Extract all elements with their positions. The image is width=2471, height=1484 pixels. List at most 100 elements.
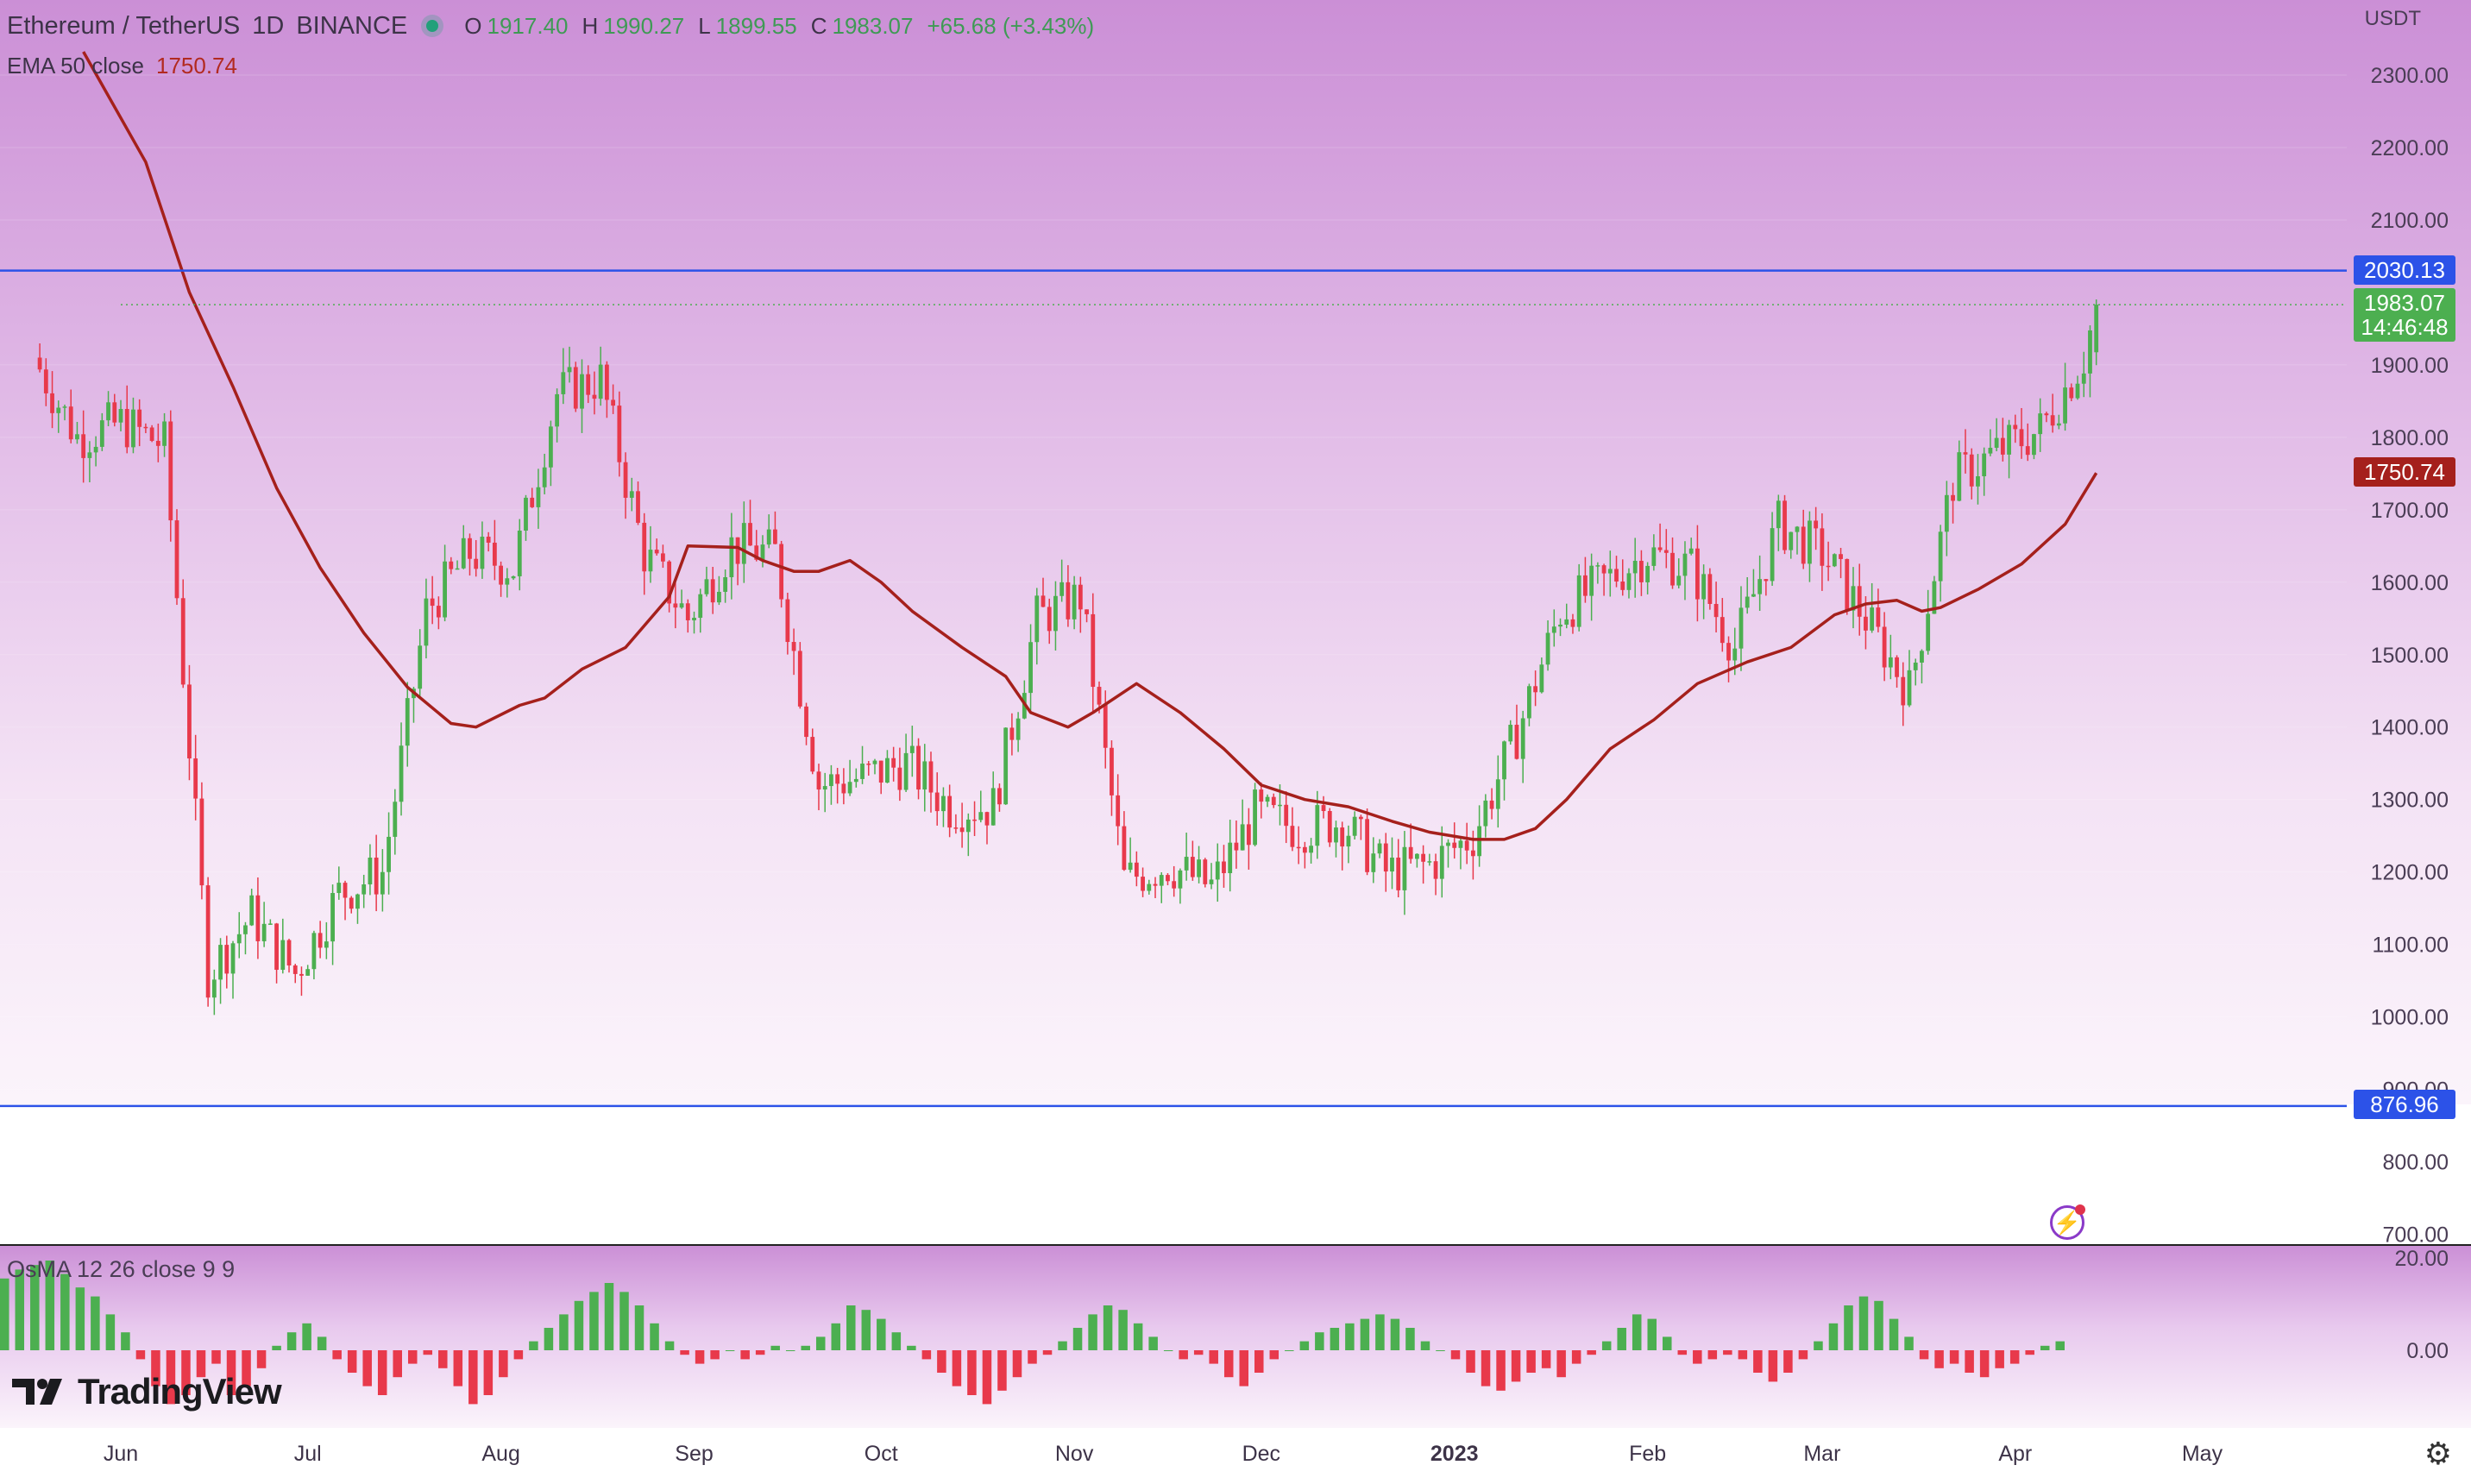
- osma-bar: [393, 1350, 402, 1378]
- candle-body: [143, 426, 148, 429]
- candle-body: [1820, 528, 1825, 566]
- lightning-icon[interactable]: ⚡: [2050, 1204, 2085, 1240]
- ema-value: 1750.74: [155, 52, 237, 79]
- candle-body: [299, 973, 304, 976]
- candle-body: [1159, 875, 1164, 886]
- candle-body: [573, 367, 578, 409]
- candle-body: [965, 819, 971, 833]
- candle: [2050, 393, 2055, 433]
- candle-body: [536, 487, 541, 507]
- ema-legend[interactable]: EMA 50 close 1750.74: [7, 48, 237, 83]
- candle-body: [443, 561, 447, 618]
- osma-bar: [529, 1341, 538, 1350]
- osma-bar: [831, 1323, 841, 1350]
- candle-body: [2007, 424, 2011, 455]
- candle: [1172, 865, 1177, 897]
- candle-body: [978, 812, 984, 821]
- candle: [418, 629, 423, 699]
- candle: [318, 921, 323, 959]
- candle-body: [1414, 853, 1419, 859]
- candle: [1789, 531, 1794, 559]
- candle: [723, 569, 728, 603]
- candle: [1601, 563, 1606, 596]
- osma-bar: [1450, 1350, 1461, 1360]
- candle-body: [2000, 437, 2005, 455]
- candle: [1159, 872, 1164, 903]
- candle-body: [1502, 741, 1506, 780]
- candle-body: [243, 925, 248, 934]
- candle: [480, 521, 485, 579]
- candle-body: [461, 538, 466, 569]
- candle-body: [1340, 827, 1345, 847]
- candle-body: [1271, 796, 1276, 806]
- ema-50-line: [82, 51, 2098, 841]
- candle-body: [922, 761, 927, 790]
- osma-bar: [151, 1350, 160, 1387]
- settings-gear-icon[interactable]: ⚙: [2424, 1436, 2452, 1471]
- candle-body: [1452, 842, 1457, 848]
- support-level-tag[interactable]: 876.96: [2354, 1090, 2455, 1119]
- candle: [636, 481, 640, 525]
- candle-body: [311, 933, 317, 970]
- osma-bar: [1693, 1350, 1702, 1364]
- osma-bar: [937, 1350, 946, 1373]
- candle-body: [1427, 861, 1432, 863]
- candle-body: [1003, 727, 1009, 805]
- candle-body: [1651, 547, 1657, 566]
- candle-body: [1240, 824, 1245, 851]
- candle: [236, 912, 242, 959]
- candle: [903, 733, 909, 792]
- candle: [362, 874, 367, 909]
- osma-bar: [710, 1350, 720, 1360]
- candle: [692, 611, 696, 634]
- candle: [2025, 423, 2030, 462]
- osma-bar: [75, 1287, 85, 1350]
- candle: [1857, 563, 1862, 636]
- tradingview-logo-icon: [12, 1379, 62, 1405]
- candle: [1041, 577, 1046, 607]
- candle-body: [187, 684, 192, 759]
- candle-body: [1296, 846, 1301, 849]
- candle: [43, 358, 48, 406]
- candle: [87, 441, 92, 482]
- candle: [199, 782, 204, 900]
- currency-label[interactable]: USDT: [2364, 7, 2421, 30]
- candle: [1539, 657, 1544, 694]
- change-value: +65.68 (+3.43%): [927, 12, 1095, 39]
- candle: [1414, 852, 1419, 868]
- symbol-name[interactable]: Ethereum / TetherUS: [7, 11, 241, 40]
- candle-body: [1477, 826, 1482, 857]
- candle: [1795, 525, 1800, 555]
- candle-body: [941, 795, 946, 812]
- candle-body: [474, 558, 479, 569]
- candle: [443, 544, 447, 622]
- candle-body: [1595, 565, 1600, 567]
- symbol-legend[interactable]: Ethereum / TetherUS 1D BINANCE O 1917.40 …: [7, 9, 1094, 43]
- candle: [1576, 563, 1581, 632]
- candle: [336, 866, 342, 900]
- osma-bar: [1420, 1341, 1430, 1350]
- ema-price-tag[interactable]: 1750.74: [2354, 457, 2455, 487]
- candle-body: [1446, 842, 1450, 846]
- candle-body: [124, 409, 129, 448]
- candle: [267, 919, 273, 925]
- candle-body: [468, 538, 472, 559]
- time-axis[interactable]: Jun Jul Aug Sep Oct Nov Dec 2023 Feb Mar Apr May: [104, 1442, 2223, 1466]
- osma-bar: [801, 1345, 810, 1350]
- interval[interactable]: 1D: [252, 11, 285, 40]
- candle-body: [1259, 789, 1264, 802]
- tradingview-logo[interactable]: TradingView: [12, 1371, 282, 1412]
- resistance-level-tag[interactable]: 2030.13: [2354, 255, 2455, 285]
- current-price-tag[interactable]: 1983.07 14:46:48: [2354, 288, 2455, 342]
- candle-body: [990, 788, 996, 826]
- ema-label[interactable]: EMA 50 close: [7, 52, 144, 79]
- osma-bar: [1496, 1350, 1506, 1391]
- osma-legend[interactable]: OsMA 12 26 close 9 9: [7, 1256, 236, 1282]
- candle: [1352, 811, 1357, 840]
- candle: [1951, 482, 1955, 524]
- market-status-icon[interactable]: [426, 20, 439, 32]
- osma-bar: [1193, 1350, 1204, 1355]
- candle-body: [149, 427, 154, 441]
